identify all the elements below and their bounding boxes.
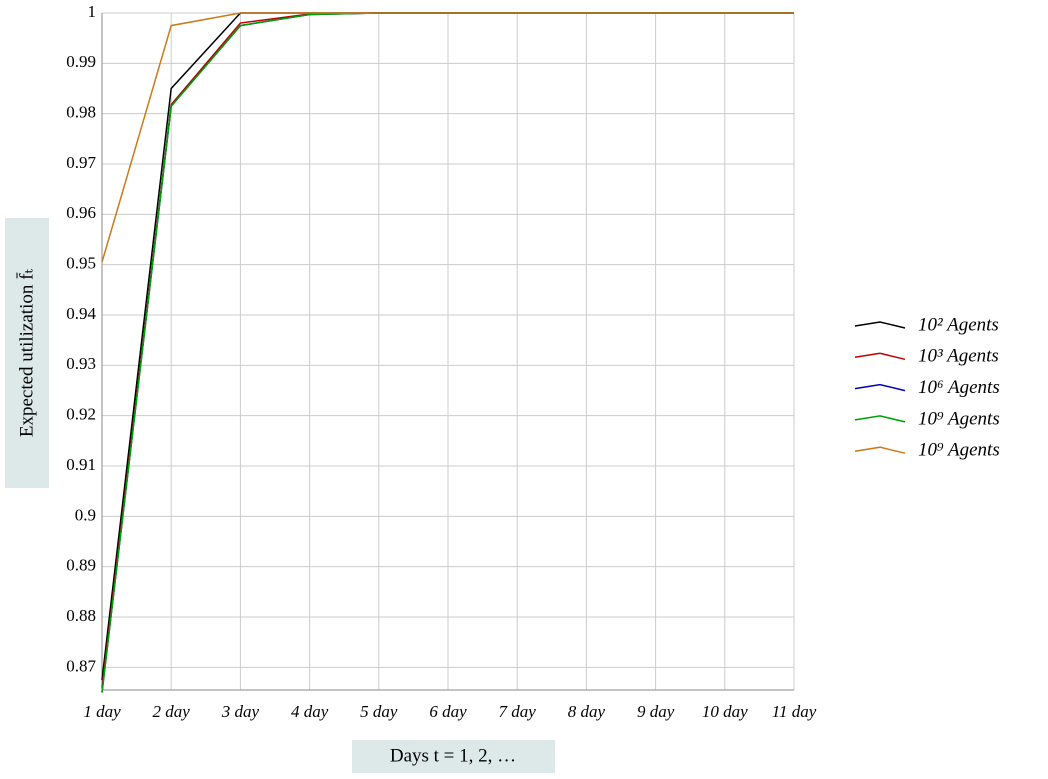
- y-tick-label: 0.97: [66, 153, 96, 172]
- x-tick-label: 8 day: [568, 702, 606, 721]
- legend-label: 10² Agents: [918, 314, 999, 335]
- y-tick-label: 0.98: [66, 103, 96, 122]
- y-tick-label: 0.93: [66, 354, 96, 373]
- legend-label: 10⁹ Agents: [918, 408, 1000, 429]
- y-tick-label: 0.99: [66, 52, 96, 71]
- y-tick-label: 0.89: [66, 556, 96, 575]
- y-tick-label: 0.92: [66, 405, 96, 424]
- x-tick-label: 1 day: [83, 702, 121, 721]
- y-tick-label: 0.94: [66, 304, 96, 323]
- y-axis-label: Expected utilization f̄ₜ: [16, 269, 37, 438]
- legend-swatch: [854, 383, 906, 392]
- legend-swatch: [854, 352, 906, 361]
- y-tick-label: 0.95: [66, 254, 96, 273]
- x-axis-label: Days t = 1, 2, …: [390, 745, 516, 766]
- legend-swatch: [854, 321, 906, 329]
- x-tick-label: 6 day: [429, 702, 467, 721]
- x-tick-label: 3 day: [221, 702, 260, 721]
- x-label-box: [352, 740, 555, 773]
- legend-label: 10⁶ Agents: [918, 377, 1000, 398]
- x-tick-label: 4 day: [291, 702, 329, 721]
- y-tick-label: 0.9: [75, 505, 96, 524]
- x-tick-label: 10 day: [702, 702, 748, 721]
- y-tick-label: 0.87: [66, 656, 96, 675]
- legend-swatch: [854, 415, 906, 423]
- y-label-box: [5, 218, 49, 488]
- legend-label: 10⁹ Agents: [918, 440, 1000, 461]
- series-line: [101, 12, 794, 263]
- y-tick-label: 0.88: [66, 606, 96, 625]
- y-tick-label: 1: [88, 2, 97, 21]
- legend-label: 10³ Agents: [918, 346, 999, 367]
- x-tick-label: 5 day: [360, 702, 398, 721]
- x-tick-label: 2 day: [153, 702, 191, 721]
- x-tick-label: 11 day: [772, 702, 817, 721]
- y-tick-label: 0.91: [66, 455, 96, 474]
- x-tick-label: 7 day: [499, 702, 537, 721]
- x-tick-label: 9 day: [637, 702, 675, 721]
- y-tick-label: 0.96: [66, 203, 96, 222]
- legend-swatch: [854, 446, 906, 454]
